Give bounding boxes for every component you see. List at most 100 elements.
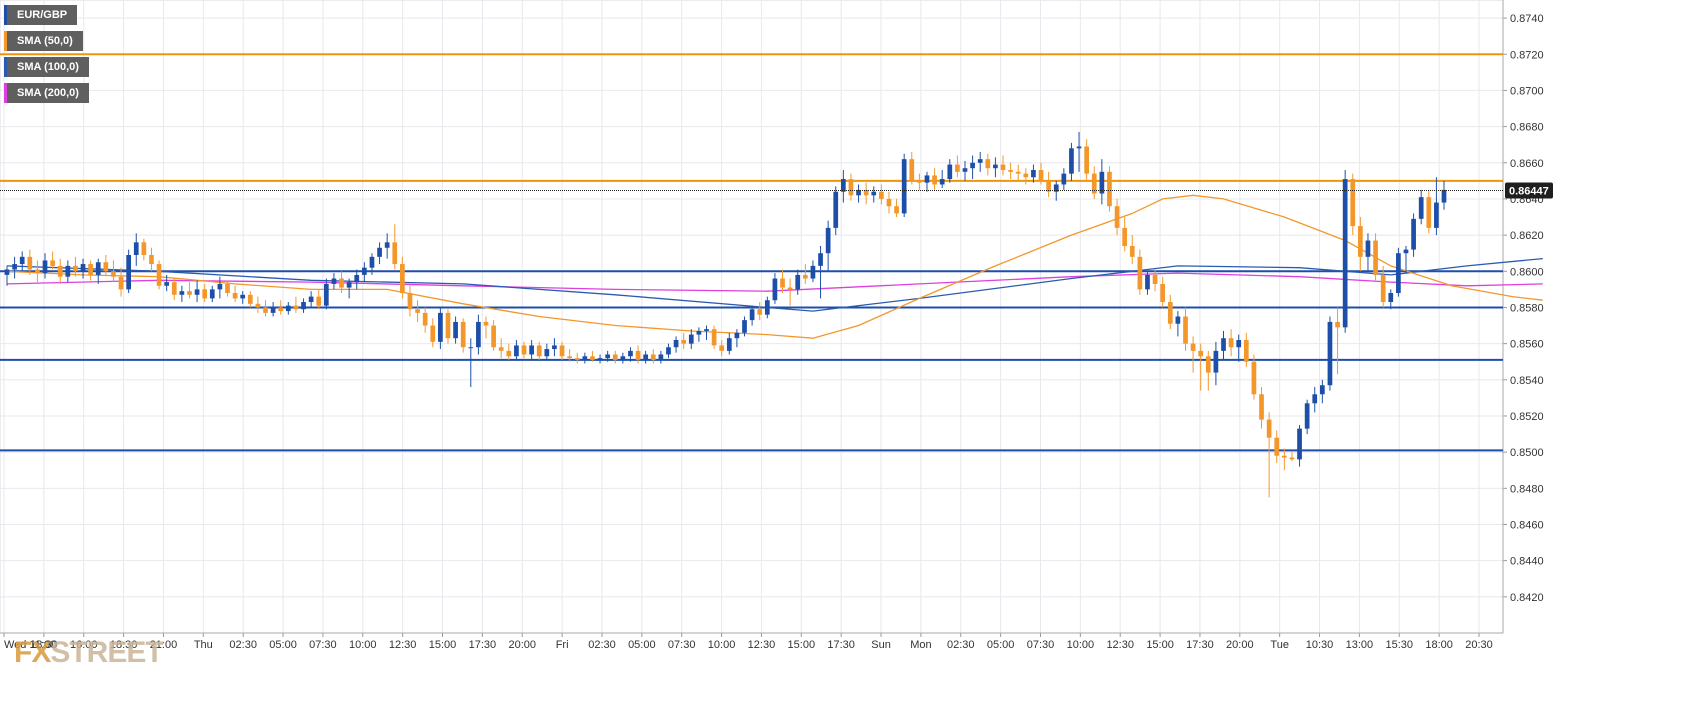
- legend-item-sma50[interactable]: SMA (50,0): [4, 31, 83, 51]
- candle-body[interactable]: [422, 312, 428, 326]
- candle-body[interactable]: [293, 305, 299, 310]
- candle-body[interactable]: [726, 338, 732, 351]
- candle-body[interactable]: [118, 276, 124, 290]
- candle-body[interactable]: [415, 309, 420, 313]
- candle-body[interactable]: [970, 162, 975, 169]
- candle-body[interactable]: [225, 283, 230, 293]
- candle-body[interactable]: [833, 191, 839, 228]
- candle-body[interactable]: [339, 278, 344, 288]
- candle-body[interactable]: [491, 325, 496, 348]
- candle-body[interactable]: [247, 294, 253, 304]
- candle-body[interactable]: [909, 159, 915, 181]
- candle-body[interactable]: [863, 189, 869, 196]
- candle-body[interactable]: [179, 291, 185, 295]
- candle-body[interactable]: [392, 242, 398, 265]
- candle-body[interactable]: [1091, 173, 1097, 194]
- candle-body[interactable]: [1015, 171, 1021, 174]
- candle-body[interactable]: [50, 260, 55, 266]
- candle-body[interactable]: [924, 175, 930, 183]
- candle-body[interactable]: [73, 265, 78, 272]
- candle-body[interactable]: [1342, 179, 1348, 328]
- candle-body[interactable]: [886, 198, 892, 207]
- candle-body[interactable]: [795, 274, 801, 290]
- candle-body[interactable]: [612, 354, 618, 360]
- candle-body[interactable]: [1319, 385, 1325, 395]
- candle-body[interactable]: [369, 256, 375, 268]
- candle-body[interactable]: [567, 356, 572, 359]
- candle-body[interactable]: [764, 300, 770, 315]
- candle-body[interactable]: [133, 242, 139, 256]
- candle-body[interactable]: [1190, 343, 1196, 351]
- candle-body[interactable]: [1205, 356, 1211, 373]
- candle-body[interactable]: [19, 256, 25, 265]
- candle-body[interactable]: [263, 307, 268, 313]
- candle-body[interactable]: [1023, 173, 1029, 178]
- candle-body[interactable]: [1327, 321, 1333, 386]
- candle-body[interactable]: [57, 265, 63, 277]
- candle-body[interactable]: [650, 354, 656, 360]
- candle-body[interactable]: [1434, 202, 1439, 228]
- candle-body[interactable]: [453, 321, 458, 339]
- candle-body[interactable]: [354, 274, 360, 283]
- candle-body[interactable]: [628, 350, 633, 357]
- candle-body[interactable]: [1266, 419, 1272, 438]
- candle-body[interactable]: [1289, 457, 1295, 460]
- candle-body[interactable]: [1403, 249, 1409, 254]
- candle-body[interactable]: [1183, 316, 1188, 344]
- candle-body[interactable]: [1297, 428, 1302, 460]
- candle-body[interactable]: [301, 302, 306, 310]
- candle-body[interactable]: [95, 262, 101, 275]
- candle-body[interactable]: [1046, 180, 1051, 192]
- candle-body[interactable]: [1304, 403, 1310, 429]
- candle-body[interactable]: [1312, 394, 1318, 404]
- candle-body[interactable]: [1228, 338, 1234, 348]
- candle-body[interactable]: [673, 340, 679, 348]
- candle-body[interactable]: [187, 291, 192, 295]
- candle-body[interactable]: [962, 168, 968, 172]
- candle-body[interactable]: [1373, 240, 1378, 275]
- candle-body[interactable]: [681, 340, 687, 344]
- candle-body[interactable]: [1281, 455, 1287, 458]
- candle-body[interactable]: [529, 345, 534, 355]
- candle-body[interactable]: [1213, 350, 1219, 373]
- candle-body[interactable]: [149, 255, 154, 265]
- candle-body[interactable]: [772, 278, 778, 301]
- candle-body[interactable]: [1175, 316, 1181, 324]
- candle-body[interactable]: [1243, 340, 1249, 362]
- candle-body[interactable]: [597, 358, 603, 360]
- candle-body[interactable]: [460, 321, 466, 348]
- candle-body[interactable]: [1411, 218, 1416, 250]
- candle-body[interactable]: [255, 303, 261, 308]
- candle-body[interactable]: [377, 247, 382, 257]
- candle-body[interactable]: [1076, 146, 1082, 149]
- candle-body[interactable]: [164, 282, 170, 286]
- candle-body[interactable]: [88, 264, 93, 275]
- candle-body[interactable]: [316, 296, 322, 306]
- candle-body[interactable]: [1061, 173, 1067, 185]
- candle-body[interactable]: [947, 164, 953, 180]
- candle-body[interactable]: [1259, 394, 1264, 420]
- candle-body[interactable]: [498, 347, 504, 351]
- candle-body[interactable]: [620, 356, 626, 360]
- candle-body[interactable]: [1365, 240, 1371, 257]
- candle-body[interactable]: [856, 189, 861, 196]
- candle-body[interactable]: [126, 255, 132, 290]
- candle-body[interactable]: [1122, 227, 1128, 246]
- candle-body[interactable]: [666, 347, 671, 355]
- candle-body[interactable]: [688, 334, 694, 344]
- candle-body[interactable]: [1358, 226, 1363, 257]
- candle-body[interactable]: [80, 264, 86, 272]
- candle-body[interactable]: [840, 179, 846, 192]
- candle-body[interactable]: [552, 345, 557, 350]
- candle-body[interactable]: [483, 321, 489, 326]
- legend-item-sma100[interactable]: SMA (100,0): [4, 57, 89, 77]
- candle-body[interactable]: [209, 289, 215, 299]
- candle-body[interactable]: [1251, 361, 1257, 395]
- candle-body[interactable]: [757, 309, 763, 315]
- candle-body[interactable]: [810, 265, 816, 279]
- candle-body[interactable]: [955, 164, 960, 172]
- candle-body[interactable]: [35, 269, 40, 274]
- candle-body[interactable]: [1350, 179, 1356, 227]
